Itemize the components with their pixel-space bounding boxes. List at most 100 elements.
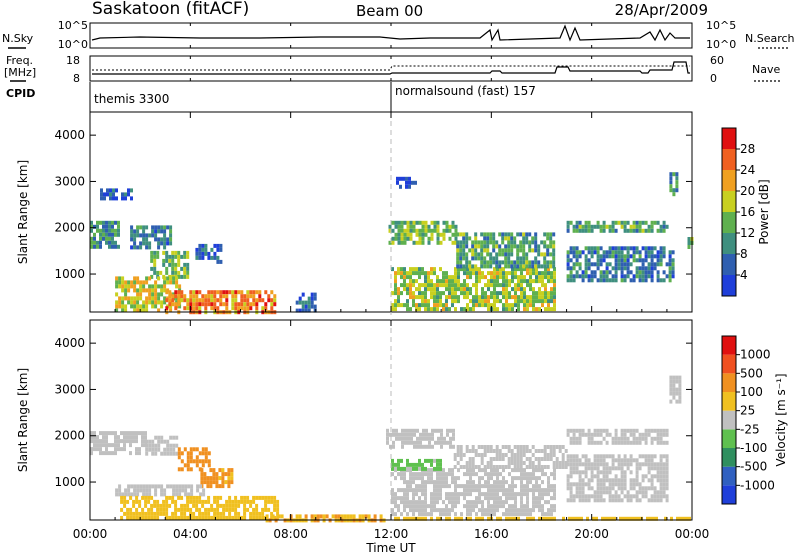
power-cell [171, 270, 175, 275]
power-cell [478, 271, 481, 276]
velocity-cell [617, 482, 621, 487]
velocity-cell [443, 440, 446, 445]
velocity-cell [620, 466, 624, 471]
power-cell [638, 278, 642, 283]
velocity-cell [346, 514, 350, 519]
power-cell [142, 225, 146, 230]
power-cell [163, 233, 167, 238]
power-cell [264, 302, 268, 307]
power-cell [484, 295, 487, 300]
power-cell [471, 248, 475, 253]
velocity-cell [424, 500, 427, 505]
velocity-cell [186, 515, 190, 520]
velocity-cell [513, 445, 517, 449]
power-cell [186, 254, 190, 259]
velocity-cell [421, 516, 424, 521]
power-cell [462, 256, 466, 261]
power-cell [507, 244, 511, 249]
velocity-cell [501, 445, 505, 449]
power-cell [502, 267, 505, 272]
velocity-cell [538, 468, 541, 473]
power-cell [543, 240, 547, 245]
power-cell [566, 274, 570, 279]
velocity-cell [507, 457, 511, 461]
power-cell [412, 291, 415, 296]
power-cell [587, 274, 591, 279]
power-ylabel: Slant Range [km] [16, 160, 30, 264]
velocity-cell [605, 432, 609, 437]
velocity-cell [255, 503, 259, 508]
power-cell [656, 270, 660, 275]
velocity-cell [523, 492, 526, 497]
power-cell [240, 290, 244, 295]
power-cell [626, 220, 630, 225]
velocity-cell [207, 459, 211, 464]
power-cell [498, 248, 502, 253]
power-cell [403, 220, 407, 225]
power-cell [596, 224, 600, 229]
velocity-cell [611, 454, 615, 459]
power-cell [153, 266, 157, 271]
velocity-cell [578, 432, 582, 437]
power-cell [403, 303, 406, 308]
velocity-cell [147, 499, 151, 504]
velocity-cell [138, 499, 142, 504]
power-cell [520, 291, 523, 296]
velocity-cell [675, 391, 679, 396]
velocity-cell [520, 512, 523, 517]
velocity-cell [523, 508, 526, 513]
velocity-cell [439, 512, 442, 517]
power-cell [175, 280, 179, 285]
velocity-cell [675, 399, 679, 404]
velocity-cell [641, 462, 645, 467]
power-cell [465, 260, 469, 265]
velocity-cell [553, 504, 556, 509]
velocity-cell [608, 478, 612, 483]
velocity-cell [495, 453, 499, 457]
velocity-cell [418, 488, 421, 493]
power-cell [400, 228, 404, 233]
velocity-cell [623, 494, 627, 499]
power-cell [472, 295, 475, 300]
power-cell [547, 299, 550, 304]
power-cell [156, 250, 160, 255]
velocity-cell [626, 494, 630, 499]
power-cell [145, 225, 149, 230]
velocity-cell [454, 476, 457, 481]
velocity-cell [409, 508, 412, 513]
velocity-cell [490, 484, 493, 489]
power-cell [408, 180, 411, 185]
power-cell [183, 298, 187, 303]
velocity-cell [665, 494, 669, 499]
velocity-cell [584, 432, 588, 437]
power-cell [532, 295, 535, 300]
power-cell [145, 280, 149, 285]
power-cell [180, 254, 184, 259]
power-cell [650, 254, 654, 259]
power-cell [433, 220, 437, 225]
velocity-cell [550, 512, 553, 517]
velocity-cell [162, 511, 166, 516]
velocity-cell [587, 440, 591, 445]
velocity-cell [502, 476, 505, 481]
power-cell [590, 274, 594, 279]
power-cell [477, 244, 481, 249]
velocity-cell [496, 472, 499, 477]
power-cell [258, 298, 262, 303]
power-cell [599, 270, 603, 275]
velocity-cell [472, 508, 475, 513]
power-cell [108, 244, 111, 249]
velocity-cell [483, 449, 487, 453]
velocity-cell [422, 444, 425, 449]
power-cell [192, 302, 196, 307]
velocity-cell [480, 457, 484, 461]
power-cell [483, 248, 487, 253]
velocity-cell [502, 488, 505, 493]
velocity-cell [117, 443, 120, 448]
power-cell [605, 270, 609, 275]
power-cell [130, 245, 134, 250]
velocity-cell [203, 480, 207, 485]
velocity-cell [581, 498, 585, 503]
velocity-cell [611, 478, 615, 483]
power-cell [546, 236, 550, 241]
